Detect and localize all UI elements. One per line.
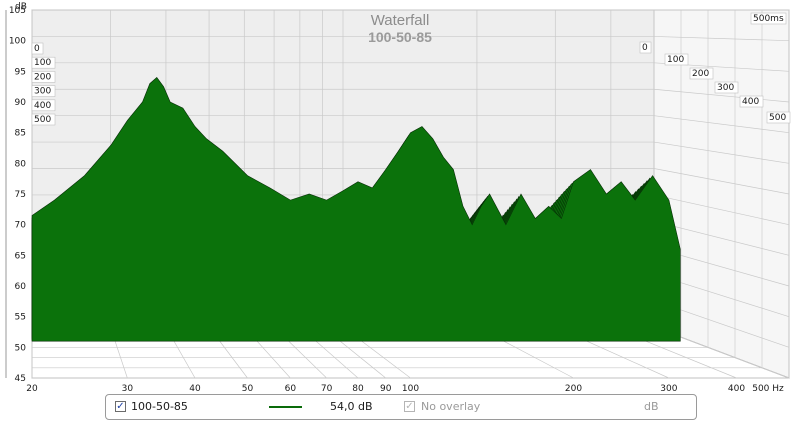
x-tick-label: 200 — [565, 384, 582, 392]
y-tick-label: 105 — [9, 6, 26, 16]
time-tick-left-box — [31, 71, 56, 83]
y-tick-label: 75 — [15, 190, 26, 200]
series-checkbox[interactable]: ✓ — [115, 401, 126, 412]
x-tick-label: 60 — [285, 384, 297, 392]
x-tick-label: 20 — [26, 384, 38, 392]
legend-series-value: 54,0 dB — [330, 400, 373, 413]
y-tick-label: 95 — [15, 67, 26, 77]
chart-subtitle: 100-50-85 — [368, 29, 432, 45]
time-tick-right: 0 — [642, 43, 648, 53]
overlay-checkbox[interactable]: ✓ — [404, 401, 415, 412]
time-tick-left: 500 — [34, 115, 51, 125]
legend: ✓ 100-50-85 54,0 dB ✓ No overlay dB — [105, 394, 697, 420]
time-tick-left: 0 — [34, 44, 40, 54]
y-tick-label: 60 — [15, 282, 27, 292]
time-tick-left-box — [31, 99, 56, 112]
x-tick-label: 100 — [402, 384, 419, 392]
time-tick-left: 300 — [34, 87, 51, 97]
y-tick-label: 70 — [15, 221, 27, 231]
overlay-unit: dB — [644, 400, 659, 413]
time-tick-right: 500 — [769, 113, 786, 123]
time-corner-label: 500ms — [753, 14, 784, 24]
y-tick-label: 55 — [15, 313, 26, 323]
time-tick-left-box — [31, 85, 56, 97]
time-tick-right-box — [639, 41, 652, 54]
y-unit-label: dB — [15, 2, 27, 12]
grid-line-time — [32, 10, 790, 379]
time-tick-right: 200 — [692, 69, 709, 79]
y-tick-label: 100 — [9, 37, 26, 47]
time-tick-left: 400 — [34, 101, 51, 111]
x-tick-label: 500 Hz — [752, 384, 784, 392]
y-tick-label: 85 — [15, 129, 26, 139]
y-tick-label: 80 — [15, 159, 27, 169]
x-tick-label: 300 — [660, 384, 677, 392]
grid-line-time — [32, 10, 709, 348]
time-tick-right-box — [766, 111, 791, 124]
x-tick-label: 80 — [352, 384, 364, 392]
time-tick-left-box — [31, 113, 56, 126]
y-tick-label: 65 — [15, 251, 26, 261]
legend-series-label: 100-50-85 — [131, 400, 188, 413]
time-tick-right: 400 — [742, 97, 759, 107]
time-tick-left-box — [31, 56, 56, 69]
time-tick-right-box — [739, 95, 764, 108]
grid-line-time — [32, 10, 736, 358]
grid-line-time — [32, 10, 763, 369]
time-tick-right-box — [714, 81, 739, 94]
y-tick-label: 90 — [15, 98, 27, 108]
y-tick-label: 50 — [15, 343, 27, 353]
time-tick-right-box — [664, 53, 689, 66]
x-tick-label: 90 — [380, 384, 392, 392]
y-tick-label: 45 — [15, 374, 26, 384]
time-tick-right: 100 — [667, 55, 684, 65]
time-tick-right-box — [689, 67, 714, 80]
time-tick-left: 100 — [34, 58, 51, 68]
legend-line-swatch — [269, 406, 302, 408]
x-tick-label: 40 — [189, 384, 201, 392]
x-tick-label: 400 — [728, 384, 745, 392]
x-tick-label: 50 — [242, 384, 254, 392]
chart-title: Waterfall — [371, 12, 430, 29]
x-tick-label: 70 — [321, 384, 333, 392]
time-corner-label-box — [750, 12, 787, 25]
time-tick-left: 200 — [34, 72, 51, 82]
waterfall-slices — [31, 77, 681, 342]
waterfall-slice — [31, 77, 681, 342]
time-tick-left-box — [31, 42, 44, 55]
time-tick-right: 300 — [717, 83, 734, 93]
overlay-label: No overlay — [421, 400, 481, 413]
x-tick-label: 30 — [122, 384, 134, 392]
